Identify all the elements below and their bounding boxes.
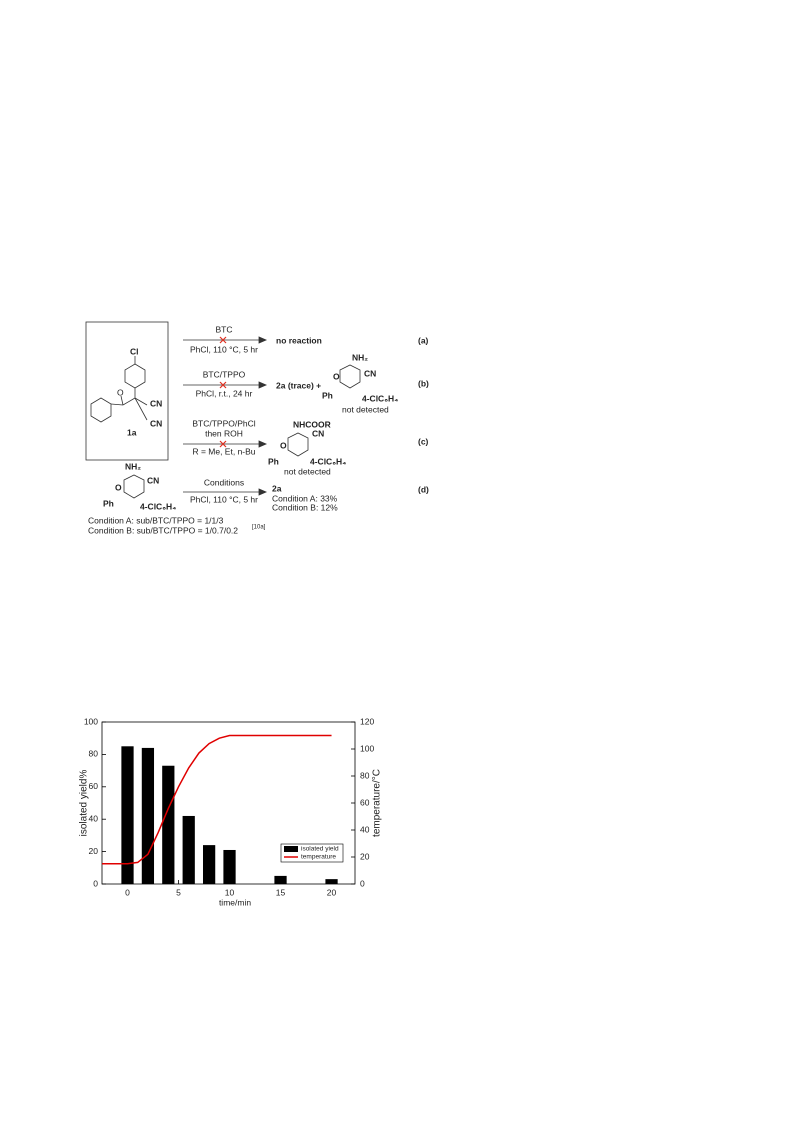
reagent: Conditions bbox=[204, 477, 244, 487]
y-tick-label: 60 bbox=[89, 781, 99, 791]
bar bbox=[202, 845, 216, 884]
atom: CN bbox=[150, 418, 162, 428]
scheme-texts: Cl O CN CN 1a BTC PhCl, 110 °C, 5 hr no … bbox=[88, 324, 429, 535]
bar bbox=[325, 879, 338, 884]
yield: Condition B: 12% bbox=[272, 502, 338, 512]
x-tick-label: 5 bbox=[176, 887, 181, 897]
y2-tick-label: 0 bbox=[360, 878, 365, 888]
bar bbox=[223, 849, 236, 884]
reference: [10a] bbox=[252, 525, 266, 531]
atom: O bbox=[115, 482, 122, 492]
reagent: then ROH bbox=[205, 428, 243, 438]
atom: Ph bbox=[268, 456, 279, 466]
compound-label: 1a bbox=[127, 427, 137, 437]
product: no reaction bbox=[276, 335, 322, 345]
x-tick-label: 0 bbox=[125, 887, 130, 897]
reagent: BTC/TPPO/PhCl bbox=[192, 418, 255, 428]
x-tick-label: 15 bbox=[276, 887, 286, 897]
y-tick-label: 20 bbox=[89, 846, 99, 856]
reagent: BTC/TPPO bbox=[203, 369, 246, 379]
tag: (d) bbox=[418, 484, 429, 494]
legend-swatch bbox=[284, 846, 298, 852]
atom: NH₂ bbox=[352, 352, 368, 362]
x-axis-label: time/min bbox=[219, 897, 251, 907]
product: 2a (trace) + bbox=[276, 380, 321, 390]
y2-tick-label: 40 bbox=[360, 824, 370, 834]
condition: Condition B: sub/BTC/TPPO = 1/0.7/0.2 bbox=[88, 525, 238, 535]
atom: NHCOOR bbox=[293, 419, 331, 429]
atom: Ph bbox=[103, 498, 114, 508]
conditions: PhCl, r.t., 24 hr bbox=[196, 388, 253, 398]
atom: 4-ClC₆H₄ bbox=[310, 456, 346, 466]
atom: CN bbox=[150, 398, 162, 408]
substrate-box bbox=[85, 321, 169, 461]
tag: (b) bbox=[418, 378, 429, 388]
note: not detected bbox=[342, 404, 389, 414]
tag: (c) bbox=[418, 436, 429, 446]
atom: O bbox=[280, 440, 287, 450]
atom: O bbox=[117, 387, 124, 397]
y-tick-label: 40 bbox=[89, 813, 99, 823]
x-tick-label: 20 bbox=[327, 887, 337, 897]
arrows bbox=[183, 336, 268, 496]
y2-tick-label: 120 bbox=[360, 716, 374, 726]
conditions: PhCl, 110 °C, 5 hr bbox=[190, 344, 258, 354]
y2-axis-label: temperature/°C bbox=[372, 769, 383, 837]
product: 2a bbox=[272, 483, 282, 493]
bar bbox=[121, 746, 134, 884]
conditions: PhCl, 110 °C, 5 hr bbox=[190, 494, 258, 504]
y-tick-label: 80 bbox=[89, 749, 99, 759]
y2-tick-label: 20 bbox=[360, 851, 370, 861]
atom: 4-ClC₆H₄ bbox=[140, 501, 176, 511]
bar bbox=[162, 765, 175, 884]
y-axis-label: isolated yield% bbox=[79, 770, 90, 837]
y-tick-label: 0 bbox=[93, 878, 98, 888]
tag: (a) bbox=[418, 335, 429, 345]
atom: CN bbox=[364, 368, 376, 378]
note: not detected bbox=[284, 466, 331, 476]
y2-tick-label: 100 bbox=[360, 743, 374, 753]
blocked-marks bbox=[219, 336, 227, 448]
atom: Ph bbox=[322, 390, 333, 400]
atom: O bbox=[333, 371, 340, 381]
yield: Condition A: 33% bbox=[272, 493, 338, 503]
y2-tick-label: 60 bbox=[360, 797, 370, 807]
legend-label: isolated yield bbox=[301, 846, 339, 853]
bar bbox=[141, 747, 155, 884]
structures bbox=[90, 356, 361, 499]
reagent: BTC bbox=[216, 324, 233, 334]
x-tick-label: 10 bbox=[225, 887, 235, 897]
legend-label: temperature bbox=[301, 854, 336, 861]
atom: 4-ClC₆H₄ bbox=[362, 393, 398, 403]
atom: NH₂ bbox=[125, 461, 141, 471]
chart: time/min isolated yield% temperature/°C … bbox=[79, 716, 383, 907]
atom: CN bbox=[312, 428, 324, 438]
atom: Cl bbox=[130, 346, 139, 356]
line bbox=[102, 734, 332, 865]
bar bbox=[182, 815, 195, 884]
y2-tick-label: 80 bbox=[360, 770, 370, 780]
conditions: R = Me, Et, n-Bu bbox=[192, 446, 255, 456]
atom: CN bbox=[147, 475, 159, 485]
bar bbox=[274, 875, 287, 884]
y-tick-label: 100 bbox=[84, 716, 98, 726]
condition: Condition A: sub/BTC/TPPO = 1/1/3 bbox=[88, 515, 224, 525]
